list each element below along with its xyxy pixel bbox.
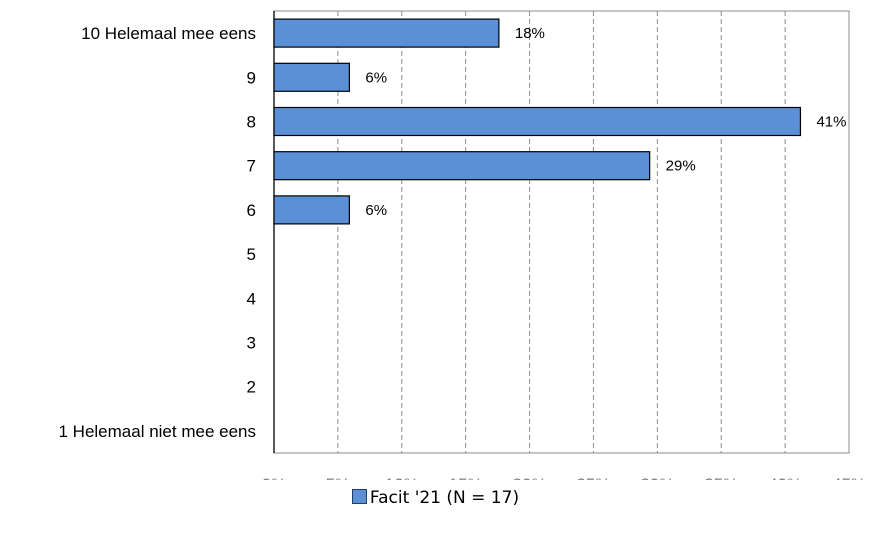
data-label: 6% [365, 202, 387, 219]
data-label: 29% [666, 158, 696, 175]
x-tick-label: 0% [262, 475, 287, 480]
x-tick-label: 15% [449, 475, 483, 480]
category-label: 3 [247, 334, 256, 353]
bar [273, 151, 651, 181]
x-tick-label: 20% [513, 475, 547, 480]
x-tick-label: 30% [640, 475, 674, 480]
x-tick-label: 45% [832, 475, 866, 480]
bar [273, 62, 350, 92]
category-labels: 10 Helemaal mee eens 9 8 7 6 5 4 3 2 1 Helemaal n… [58, 24, 256, 441]
bar [273, 106, 802, 137]
bar [273, 18, 500, 48]
category-label: 4 [247, 289, 256, 308]
category-label: 9 [247, 68, 256, 87]
x-tick-labels: 0% 5% 10% 15% 20% 25% 30% 35% 40% 45% [262, 475, 866, 480]
category-label: 5 [247, 245, 256, 264]
data-label: 6% [365, 69, 387, 86]
category-label: 8 [247, 113, 256, 132]
category-label: 1 Helemaal niet mee eens [58, 422, 256, 441]
bar [273, 195, 350, 225]
data-label: 41% [816, 114, 846, 131]
x-tick-label: 5% [326, 475, 351, 480]
plot-area-border [273, 10, 850, 454]
category-label: 7 [247, 157, 256, 176]
data-labels: 18% 6% 41% 29% 6% [365, 25, 846, 219]
legend: Facit '21 (N = 17) [0, 488, 871, 508]
x-tick-label: 10% [385, 475, 419, 480]
x-tick-label: 25% [576, 475, 610, 480]
category-label: 6 [247, 201, 256, 220]
bars [273, 18, 802, 225]
legend-swatch [351, 489, 367, 504]
x-tick-label: 40% [768, 475, 802, 480]
gridlines [273, 10, 850, 454]
x-tick-label: 35% [704, 475, 738, 480]
category-label: 2 [247, 378, 256, 397]
category-label: 10 Helemaal mee eens [81, 24, 256, 43]
data-label: 18% [515, 25, 545, 42]
bar-chart: 18% 6% 41% 29% 6% 10 Helemaal mee eens 9 8 7 6 5 4… [58, 10, 866, 480]
legend-label: Facit '21 (N = 17) [369, 488, 520, 508]
